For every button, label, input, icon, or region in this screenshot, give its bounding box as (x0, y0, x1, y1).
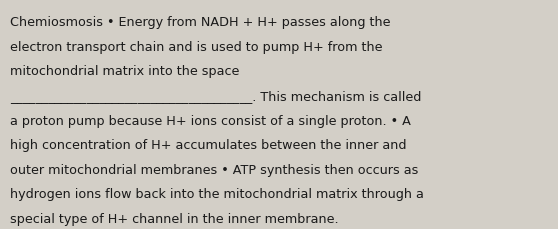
Text: a proton pump because H+ ions consist of a single proton. • A: a proton pump because H+ ions consist of… (10, 114, 411, 127)
Text: electron transport chain and is used to pump H+ from the: electron transport chain and is used to … (10, 41, 383, 54)
Text: hydrogen ions flow back into the mitochondrial matrix through a: hydrogen ions flow back into the mitocho… (10, 188, 424, 201)
Text: outer mitochondrial membranes • ATP synthesis then occurs as: outer mitochondrial membranes • ATP synt… (10, 163, 418, 176)
Text: special type of H+ channel in the inner membrane.: special type of H+ channel in the inner … (10, 212, 339, 225)
Text: Chemiosmosis • Energy from NADH + H+ passes along the: Chemiosmosis • Energy from NADH + H+ pas… (10, 16, 391, 29)
Text: mitochondrial matrix into the space: mitochondrial matrix into the space (10, 65, 239, 78)
Text: high concentration of H+ accumulates between the inner and: high concentration of H+ accumulates bet… (10, 139, 407, 152)
Text: ______________________________________. This mechanism is called: ______________________________________. … (10, 90, 421, 103)
